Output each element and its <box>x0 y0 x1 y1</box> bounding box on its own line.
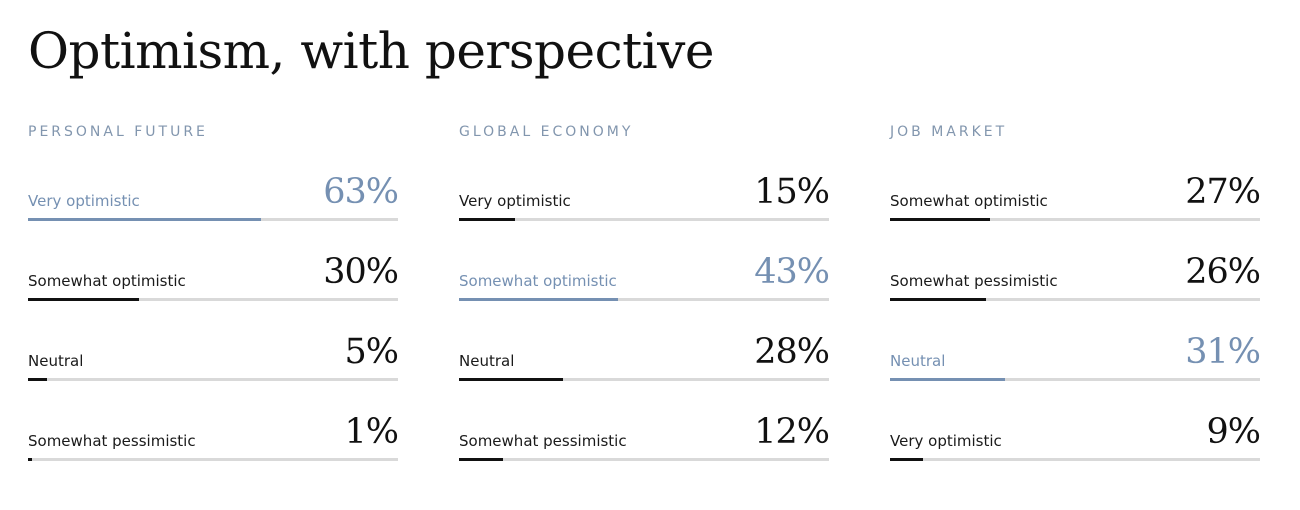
bar-label: Somewhat pessimistic <box>890 272 1058 290</box>
bar-value-label: 5% <box>344 332 399 372</box>
chart-panel: PERSONAL FUTURE Very optimistic 63% Somewha… <box>28 0 399 510</box>
bar-label: Very optimistic <box>890 432 1002 450</box>
panel-title: PERSONAL FUTURE <box>28 124 208 140</box>
bar-row: Somewhat pessimistic 12% <box>459 412 830 476</box>
bar-value-label: 30% <box>323 252 399 292</box>
bar <box>459 378 563 381</box>
bar-track <box>459 298 829 301</box>
bar-label: Somewhat optimistic <box>459 272 617 290</box>
bar-row: Neutral 31% <box>890 332 1261 396</box>
bar-track <box>28 298 398 301</box>
bar-row: Somewhat pessimistic 26% <box>890 252 1261 316</box>
panel-title: JOB MARKET <box>890 124 1008 140</box>
bar <box>459 298 618 301</box>
bar <box>28 218 261 221</box>
bar-label: Neutral <box>890 352 946 370</box>
bar-row: Somewhat optimistic 27% <box>890 172 1261 236</box>
bar-track <box>890 458 1260 461</box>
bar-label: Somewhat pessimistic <box>459 432 627 450</box>
bar-value-label: 26% <box>1185 252 1261 292</box>
bar-value-label: 1% <box>344 412 399 452</box>
bar-row: Neutral 28% <box>459 332 830 396</box>
bar-label: Somewhat optimistic <box>28 272 186 290</box>
bar-track <box>890 378 1260 381</box>
chart-panel: GLOBAL ECONOMY Very optimistic 15% Somewhat… <box>459 0 830 510</box>
page-title: Optimism, with perspective <box>28 22 715 80</box>
bar-value-label: 9% <box>1206 412 1261 452</box>
bar <box>890 378 1005 381</box>
bar-value-label: 12% <box>754 412 830 452</box>
bar-track <box>459 378 829 381</box>
bar-label: Somewhat optimistic <box>890 192 1048 210</box>
bar-row: Very optimistic 15% <box>459 172 830 236</box>
bar-track <box>459 218 829 221</box>
bar-track <box>890 218 1260 221</box>
bar <box>459 458 503 461</box>
bar <box>28 298 139 301</box>
bar-row: Somewhat optimistic 30% <box>28 252 399 316</box>
bar-label: Very optimistic <box>28 192 140 210</box>
bar-label: Neutral <box>28 352 84 370</box>
bar-label: Very optimistic <box>459 192 571 210</box>
bar-value-label: 43% <box>754 252 830 292</box>
bar-row: Somewhat optimistic 43% <box>459 252 830 316</box>
bar-value-label: 27% <box>1185 172 1261 212</box>
bar <box>459 218 515 221</box>
bar-row: Neutral 5% <box>28 332 399 396</box>
bar-track <box>28 218 398 221</box>
bar <box>890 458 923 461</box>
bar-track <box>28 378 398 381</box>
bar-row: Somewhat pessimistic 1% <box>28 412 399 476</box>
bar-value-label: 63% <box>323 172 399 212</box>
bar-value-label: 31% <box>1185 332 1261 372</box>
bar-track <box>890 298 1260 301</box>
bar <box>890 218 990 221</box>
bar-value-label: 28% <box>754 332 830 372</box>
bar-label: Somewhat pessimistic <box>28 432 196 450</box>
bar-row: Very optimistic 9% <box>890 412 1261 476</box>
bar <box>28 378 47 381</box>
bar-value-label: 15% <box>754 172 830 212</box>
chart-panel: JOB MARKET Somewhat optimistic 27% Somewhat… <box>890 0 1261 510</box>
panel-title: GLOBAL ECONOMY <box>459 124 634 140</box>
bar-track <box>28 458 398 461</box>
bar <box>28 458 32 461</box>
bar-label: Neutral <box>459 352 515 370</box>
bar-row: Very optimistic 63% <box>28 172 399 236</box>
bar <box>890 298 986 301</box>
bar-track <box>459 458 829 461</box>
